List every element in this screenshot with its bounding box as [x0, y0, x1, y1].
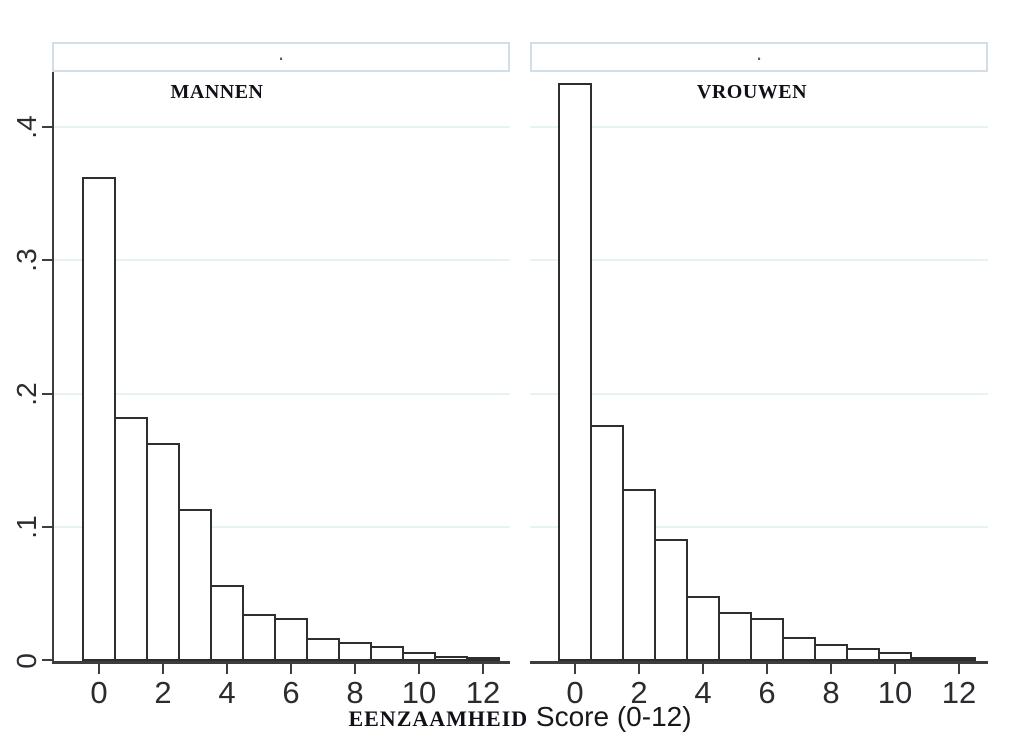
- x-axis-tick: [418, 663, 420, 674]
- gridline: [530, 392, 988, 395]
- histogram-bar: [782, 637, 816, 661]
- x-tick-label: 2: [154, 675, 172, 710]
- histogram-bar: [942, 657, 976, 661]
- x-tick-label: 0: [566, 675, 584, 710]
- histogram-bar: [370, 646, 404, 661]
- histogram-bar: [750, 618, 784, 661]
- x-axis-tick: [702, 663, 704, 674]
- plot-area-vrouwen: 0 2 4 6 8 10 12: [530, 72, 988, 710]
- histogram-bar: [274, 618, 308, 661]
- x-tick-label: 6: [758, 675, 776, 710]
- x-tick-label: 4: [218, 675, 236, 710]
- histogram-bar: [846, 648, 880, 661]
- gridline: [54, 259, 510, 262]
- gridline: [530, 125, 988, 128]
- histogram-bar: [402, 652, 436, 661]
- x-tick-label: 12: [941, 675, 977, 710]
- panel-header-dot: .: [277, 40, 285, 65]
- x-axis-tick: [290, 663, 292, 674]
- x-axis-tick: [226, 663, 228, 674]
- histogram-bar: [146, 443, 180, 661]
- histogram-bar: [622, 489, 656, 661]
- y-tick-label: .2: [11, 382, 42, 406]
- histogram-bar: [878, 652, 912, 661]
- x-axis-tick: [894, 663, 896, 674]
- x-tick-label: 4: [694, 675, 712, 710]
- histogram-bar: [210, 585, 244, 661]
- y-axis-tick: [42, 392, 52, 395]
- histogram-bar: [434, 656, 468, 661]
- x-tick-label: 10: [401, 675, 437, 710]
- x-axis-tick: [958, 663, 960, 674]
- x-axis-title: EENZAAMHEID Score (0-12): [0, 701, 1024, 733]
- histogram-bar: [558, 83, 592, 661]
- x-axis-tick: [162, 663, 164, 674]
- histogram-bar: [178, 509, 212, 661]
- histogram-bar: [686, 596, 720, 661]
- x-axis-tick: [482, 663, 484, 674]
- x-axis-tick: [830, 663, 832, 674]
- panel-header-box-left: .: [52, 42, 510, 72]
- x-axis-title-caps: EENZAAMHEID: [348, 706, 529, 731]
- gridline: [54, 125, 510, 128]
- x-tick-label: 10: [877, 675, 913, 710]
- panel-header-dot: .: [755, 40, 763, 65]
- histogram-bar: [910, 657, 944, 661]
- panel-header-box-right: .: [530, 42, 988, 72]
- histogram-bar: [590, 425, 624, 661]
- y-axis-tick: [42, 125, 52, 128]
- histogram-bar: [654, 539, 688, 661]
- x-tick-label: 0: [90, 675, 108, 710]
- y-tick-label: .1: [11, 515, 42, 540]
- gridline: [54, 526, 510, 529]
- y-tick-label: .3: [11, 248, 42, 272]
- y-axis-tick: [42, 259, 52, 262]
- x-axis-tick: [638, 663, 640, 674]
- x-tick-label: 2: [630, 675, 648, 710]
- x-axis-tick: [98, 663, 100, 674]
- x-axis-tick: [766, 663, 768, 674]
- histogram-bar: [338, 642, 372, 661]
- histogram-bar: [718, 612, 752, 661]
- plot-area-mannen: 0 2 4 6 8 10 12: [42, 72, 510, 710]
- histogram-bar: [306, 638, 340, 661]
- histogram-bar: [114, 417, 148, 661]
- x-tick-label: 12: [465, 675, 501, 710]
- x-axis-title-rest: Score (0-12): [528, 701, 692, 732]
- y-axis-tick: [42, 526, 52, 529]
- panel-title-mannen: MANNEN: [170, 81, 264, 103]
- x-tick-label: 8: [822, 675, 840, 710]
- histogram-bar: [242, 614, 276, 661]
- y-tick-label: 0: [11, 653, 42, 669]
- gridline: [530, 259, 988, 262]
- gridline: [530, 526, 988, 529]
- x-axis-tick: [354, 663, 356, 674]
- histogram-bar: [814, 644, 848, 661]
- x-tick-label: 6: [282, 675, 300, 710]
- histogram-bar: [82, 177, 116, 661]
- panel-title-vrouwen: VROUWEN: [696, 81, 808, 103]
- y-axis-tick: [42, 659, 52, 661]
- x-axis-tick: [574, 663, 576, 674]
- y-tick-label: .4: [11, 114, 42, 139]
- gridline: [54, 392, 510, 395]
- histogram-bar: [466, 657, 500, 661]
- x-tick-label: 8: [346, 675, 364, 710]
